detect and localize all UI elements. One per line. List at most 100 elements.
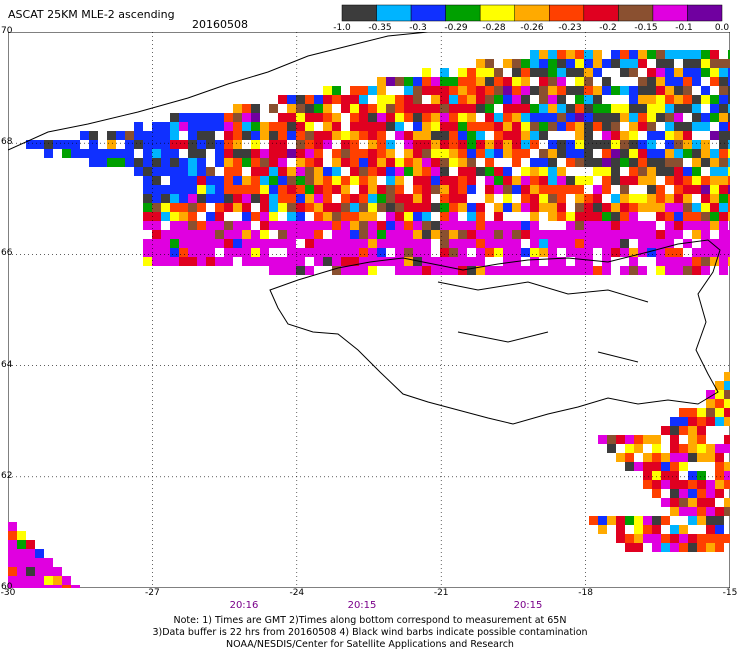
wind-cell (701, 149, 710, 158)
wind-cell (125, 140, 134, 149)
wind-cell (638, 77, 647, 86)
wind-cell (674, 248, 683, 257)
wind-cell (206, 113, 215, 122)
wind-cell (251, 230, 260, 239)
wind-cell (494, 77, 503, 86)
wind-cell (278, 194, 287, 203)
wind-cell (188, 257, 197, 266)
wind-cell (431, 86, 440, 95)
wind-cell (697, 408, 706, 417)
wind-cell (332, 95, 341, 104)
wind-cell (359, 113, 368, 122)
wind-cell (602, 131, 611, 140)
latitude-label: 70 (1, 26, 13, 36)
wind-cell (395, 104, 404, 113)
wind-cell (656, 131, 665, 140)
wind-cell (440, 68, 449, 77)
wind-cell (89, 131, 98, 140)
wind-cell (503, 113, 512, 122)
wind-cell (629, 212, 638, 221)
wind-cell (476, 257, 485, 266)
wind-cell (710, 50, 719, 59)
wind-cell (485, 194, 494, 203)
wind-cell (305, 239, 314, 248)
wind-cell (530, 230, 539, 239)
wind-cell (170, 167, 179, 176)
wind-cell (413, 266, 422, 275)
wind-cell (638, 230, 647, 239)
wind-cell (350, 221, 359, 230)
wind-cell (350, 257, 359, 266)
wind-cell (683, 185, 692, 194)
wind-cell (458, 113, 467, 122)
wind-cell (701, 230, 710, 239)
wind-cell (332, 86, 341, 95)
wind-cell (152, 131, 161, 140)
wind-cell (503, 230, 512, 239)
wind-cell (679, 534, 688, 543)
wind-cell (679, 525, 688, 534)
wind-cell (652, 435, 661, 444)
wind-cell (634, 435, 643, 444)
wind-cell (395, 185, 404, 194)
wind-cell (494, 167, 503, 176)
wind-cell (530, 239, 539, 248)
wind-cell (494, 212, 503, 221)
wind-cell (476, 230, 485, 239)
wind-cell (620, 113, 629, 122)
wind-cell (395, 122, 404, 131)
wind-cell (503, 95, 512, 104)
wind-cell (512, 239, 521, 248)
latitude-label: 62 (1, 470, 13, 481)
wind-cell (287, 104, 296, 113)
wind-cell (584, 140, 593, 149)
wind-cell (674, 176, 683, 185)
wind-cell (296, 266, 305, 275)
wind-cell (530, 158, 539, 167)
wind-cell (512, 113, 521, 122)
wind-cell (287, 185, 296, 194)
wind-cell (422, 239, 431, 248)
wind-cell (458, 95, 467, 104)
wind-cell (476, 266, 485, 275)
wind-cell (593, 194, 602, 203)
wind-cell (431, 203, 440, 212)
wind-cell (728, 113, 730, 122)
wind-cell (287, 221, 296, 230)
wind-cell (287, 230, 296, 239)
wind-cell (697, 471, 706, 480)
wind-cell (728, 140, 730, 149)
wind-cell (728, 104, 730, 113)
wind-cell (188, 185, 197, 194)
wind-cell (386, 185, 395, 194)
wind-cell (575, 86, 584, 95)
wind-cell (449, 221, 458, 230)
wind-cell (670, 525, 679, 534)
wind-cell (557, 239, 566, 248)
wind-cell (143, 131, 152, 140)
wind-cell (566, 158, 575, 167)
wind-cell (440, 239, 449, 248)
wind-cell (188, 230, 197, 239)
wind-cell (593, 86, 602, 95)
wind-cell (719, 167, 728, 176)
wind-cell (724, 381, 730, 390)
wind-cell (503, 122, 512, 131)
wind-cell (593, 122, 602, 131)
wind-cell (80, 149, 89, 158)
wind-cell (422, 131, 431, 140)
wind-cell (314, 203, 323, 212)
wind-cell (242, 176, 251, 185)
wind-cell (701, 203, 710, 212)
wind-cell (377, 122, 386, 131)
wind-cell (670, 453, 679, 462)
wind-cell (652, 462, 661, 471)
wind-cell (314, 176, 323, 185)
wind-cell (35, 558, 44, 567)
wind-cell (152, 149, 161, 158)
wind-cell (431, 221, 440, 230)
wind-cell (305, 221, 314, 230)
wind-cell (548, 86, 557, 95)
wind-cell (593, 140, 602, 149)
wind-cell (670, 543, 679, 552)
